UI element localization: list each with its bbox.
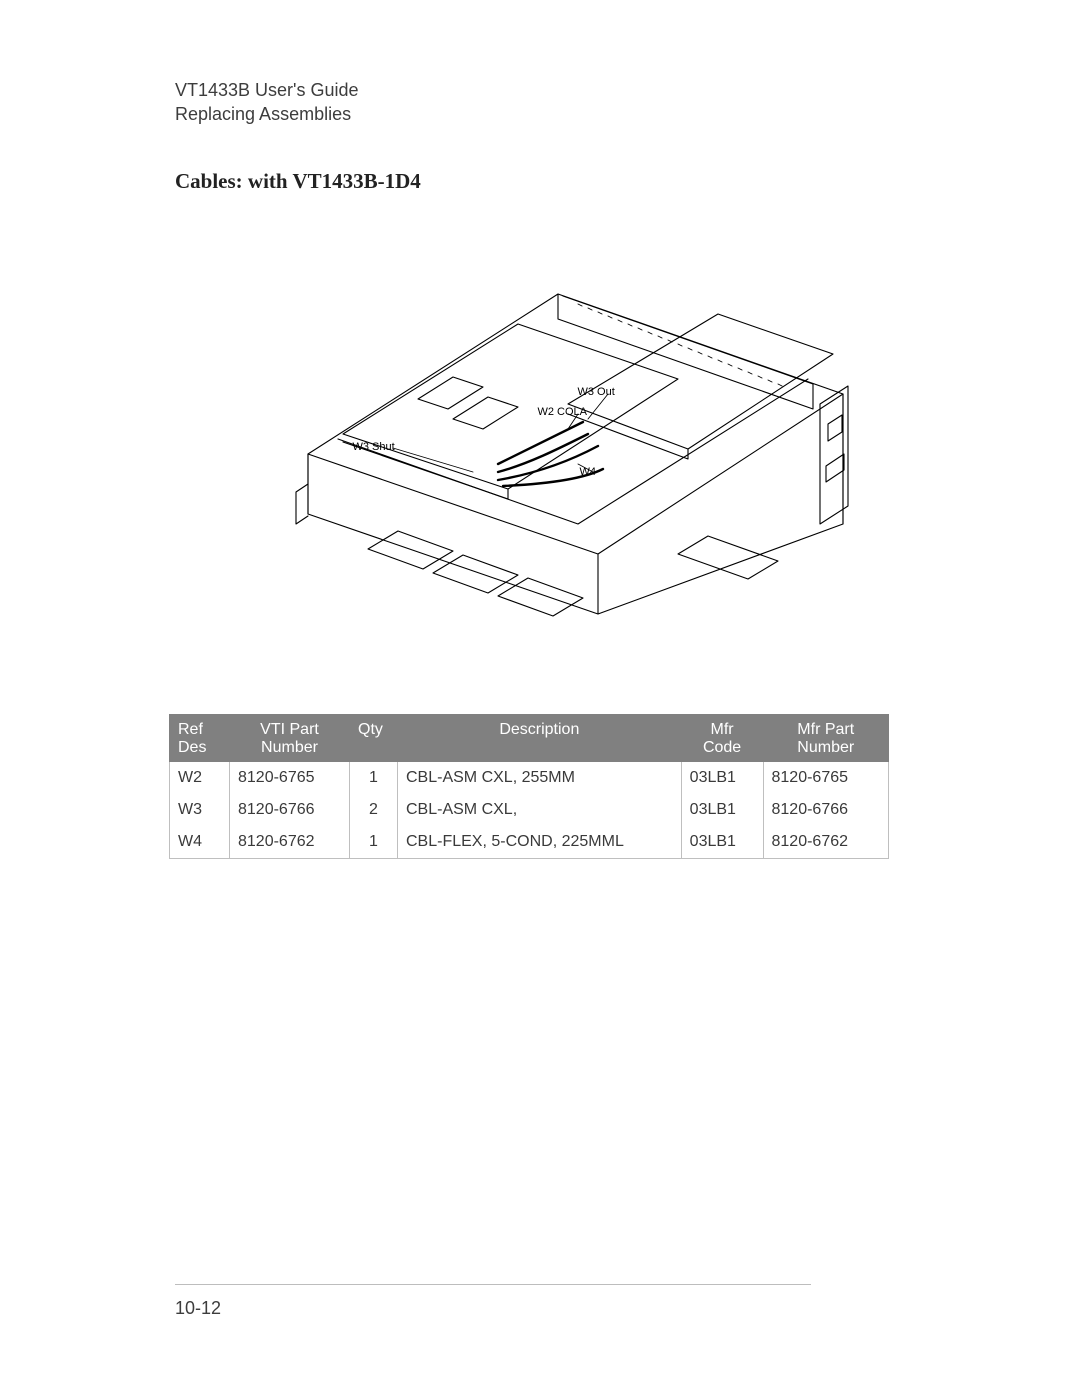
- col-description: Description: [398, 714, 682, 762]
- header-line-1: VT1433B User's Guide: [175, 78, 960, 102]
- running-header: VT1433B User's Guide Replacing Assemblie…: [175, 78, 960, 127]
- table-body: W2 8120-6765 1 CBL-ASM CXL, 255MM 03LB1 …: [170, 762, 889, 859]
- col-qty: Qty: [350, 714, 398, 762]
- col-mfr-part: Mfr Part Number: [763, 714, 889, 762]
- parts-table: Ref Des VTI Part Number Qty Description …: [169, 714, 889, 860]
- diagram-callout: W3 Shut: [353, 441, 395, 453]
- col-mfr-code: Mfr Code: [681, 714, 763, 762]
- document-page: VT1433B User's Guide Replacing Assemblie…: [0, 0, 1080, 1397]
- table-row: W3 8120-6766 2 CBL-ASM CXL, 03LB1 8120-6…: [170, 794, 889, 826]
- header-line-2: Replacing Assemblies: [175, 102, 960, 126]
- assembly-diagram: W3 Out W2 COLA W3 Shut W4: [248, 224, 888, 644]
- table-row: W2 8120-6765 1 CBL-ASM CXL, 255MM 03LB1 …: [170, 762, 889, 795]
- diagram-callout: W3 Out: [578, 386, 615, 398]
- table-header: Ref Des VTI Part Number Qty Description …: [170, 714, 889, 762]
- col-ref-des: Ref Des: [170, 714, 230, 762]
- diagram-callout: W4: [580, 466, 597, 478]
- section-title: Cables: with VT1433B-1D4: [175, 169, 960, 194]
- diagram-svg: [248, 224, 888, 644]
- page-number: 10-12: [175, 1298, 221, 1319]
- col-vti-part: VTI Part Number: [230, 714, 350, 762]
- diagram-callout: W2 COLA: [538, 406, 588, 418]
- table-row: W4 8120-6762 1 CBL-FLEX, 5-COND, 225MML …: [170, 826, 889, 859]
